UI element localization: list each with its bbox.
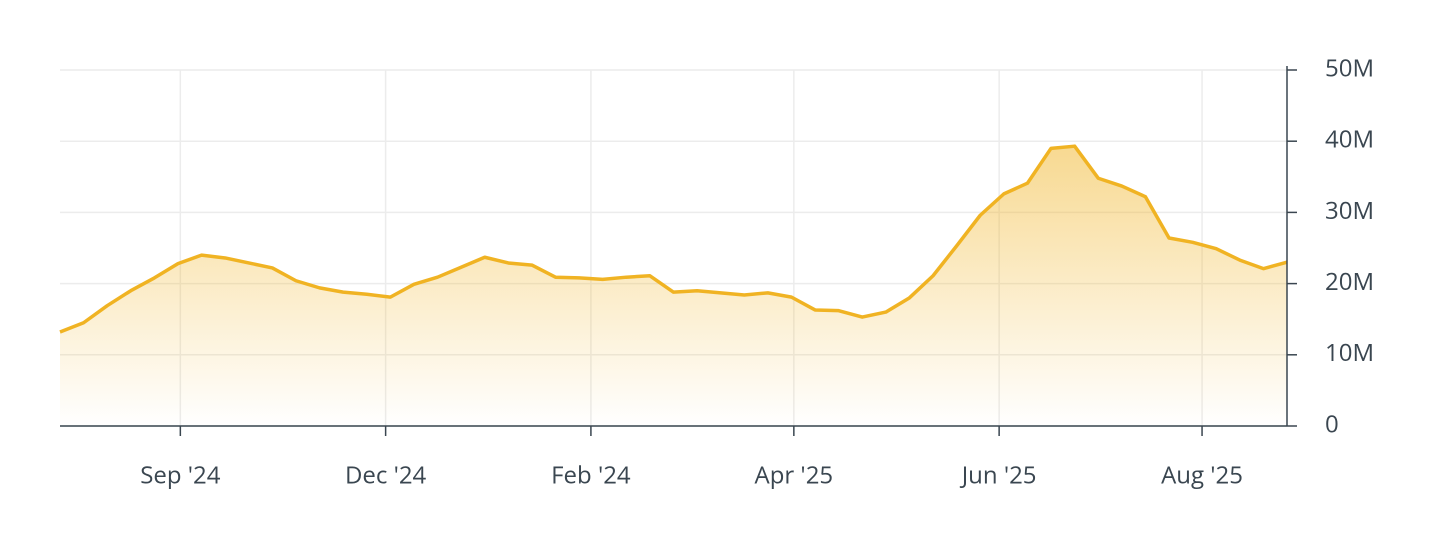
- area-fill: [60, 146, 1287, 426]
- y-tick-label: 30M: [1325, 194, 1374, 227]
- y-tick-label: 10M: [1325, 336, 1374, 369]
- x-tick-label: Apr '25: [755, 458, 834, 491]
- x-tick-label: Aug '25: [1161, 458, 1243, 491]
- plot: [59, 144, 1288, 426]
- y-tick-label: 20M: [1325, 265, 1374, 298]
- y-tick-label: 0: [1325, 407, 1339, 440]
- y-tick-label: 40M: [1325, 123, 1374, 156]
- x-tick-label: Dec '24: [345, 458, 427, 491]
- area-line: [59, 144, 1288, 334]
- axes: 0 10M 20M 30M 40M 50M Sep '24 Dec '24 Feb '24 Apr…: [60, 51, 1374, 491]
- x-tick-label: Jun '25: [960, 458, 1037, 491]
- y-tick-label: 50M: [1325, 51, 1374, 84]
- x-tick-label: Feb '24: [551, 458, 631, 491]
- x-tick-label: Sep '24: [140, 458, 221, 491]
